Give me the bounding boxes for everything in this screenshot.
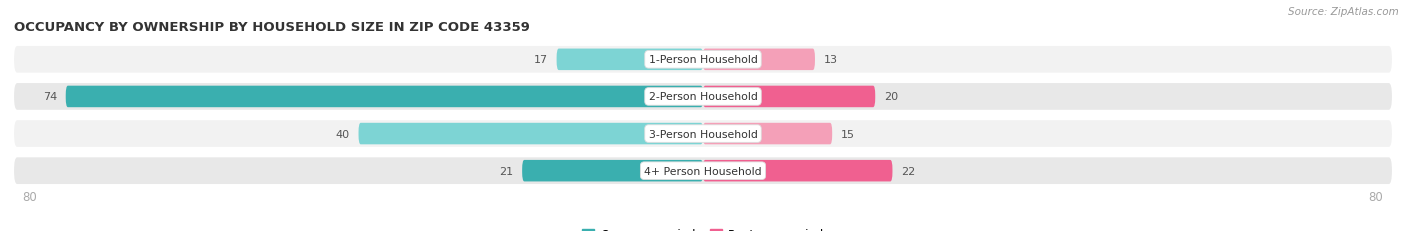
Text: Source: ZipAtlas.com: Source: ZipAtlas.com [1288, 7, 1399, 17]
FancyBboxPatch shape [66, 86, 703, 108]
Text: 1-Person Household: 1-Person Household [648, 55, 758, 65]
Text: 40: 40 [336, 129, 350, 139]
Text: 74: 74 [42, 92, 58, 102]
Text: 80: 80 [22, 190, 38, 203]
FancyBboxPatch shape [14, 121, 1392, 147]
FancyBboxPatch shape [14, 47, 1392, 73]
Text: 20: 20 [884, 92, 898, 102]
Legend: Owner-occupied, Renter-occupied: Owner-occupied, Renter-occupied [578, 223, 828, 231]
Text: 22: 22 [901, 166, 915, 176]
FancyBboxPatch shape [703, 49, 815, 71]
Text: 2-Person Household: 2-Person Household [648, 92, 758, 102]
FancyBboxPatch shape [522, 160, 703, 182]
Text: 17: 17 [534, 55, 548, 65]
Text: 3-Person Household: 3-Person Household [648, 129, 758, 139]
Text: 21: 21 [499, 166, 513, 176]
FancyBboxPatch shape [703, 160, 893, 182]
Text: 15: 15 [841, 129, 855, 139]
FancyBboxPatch shape [359, 123, 703, 145]
Text: 13: 13 [824, 55, 838, 65]
Text: OCCUPANCY BY OWNERSHIP BY HOUSEHOLD SIZE IN ZIP CODE 43359: OCCUPANCY BY OWNERSHIP BY HOUSEHOLD SIZE… [14, 21, 530, 33]
Text: 80: 80 [1368, 190, 1384, 203]
FancyBboxPatch shape [703, 86, 875, 108]
FancyBboxPatch shape [557, 49, 703, 71]
FancyBboxPatch shape [703, 123, 832, 145]
Text: 4+ Person Household: 4+ Person Household [644, 166, 762, 176]
FancyBboxPatch shape [14, 84, 1392, 110]
FancyBboxPatch shape [14, 158, 1392, 184]
